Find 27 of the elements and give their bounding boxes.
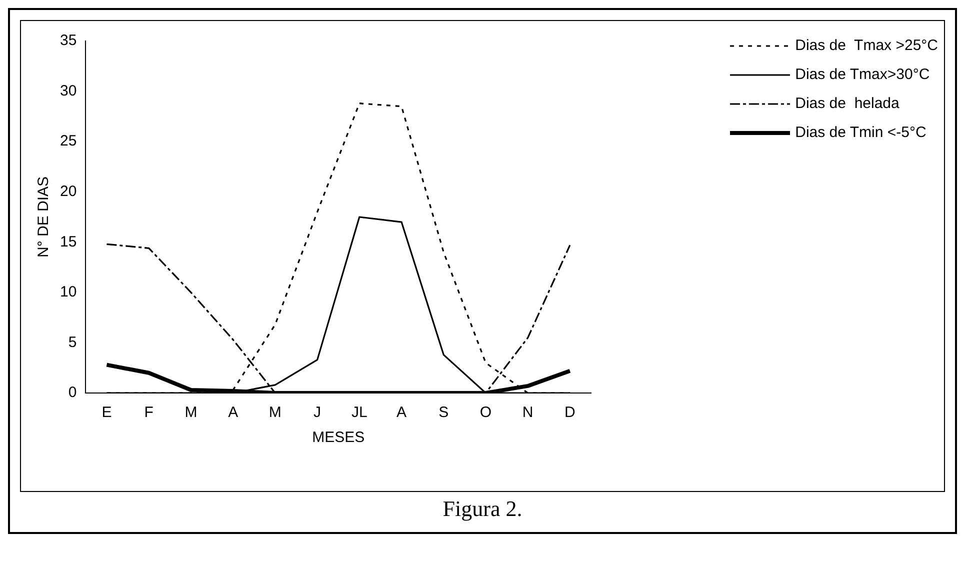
- y-tick-label: 35: [60, 32, 77, 50]
- x-tick-label: M: [268, 404, 282, 422]
- y-tick-label: 10: [60, 284, 77, 301]
- y-tick-label: 5: [68, 334, 77, 351]
- y-tick-label: 30: [60, 82, 77, 100]
- y-tick-label: 0: [68, 384, 77, 402]
- y-tick-label: 15: [60, 233, 77, 250]
- legend-label: Dias de Tmin <-5°C: [795, 124, 926, 141]
- x-axis-title: MESES: [312, 429, 365, 446]
- x-tick-label: D: [564, 404, 576, 422]
- x-tick-label: F: [144, 404, 154, 422]
- x-tick-label: A: [228, 404, 238, 422]
- x-tick-label: M: [184, 404, 198, 422]
- text: Figura 2.: [442, 495, 524, 523]
- y-axis-title: N° DE DIAS: [35, 176, 52, 258]
- legend-label: Dias de Tmax >25°C: [795, 37, 938, 54]
- x-tick-label: JL: [351, 404, 368, 422]
- x-tick-label: J: [314, 404, 322, 422]
- y-tick-label: 20: [60, 183, 77, 200]
- x-tick-label: E: [102, 404, 112, 422]
- legend-label: Dias de helada: [795, 95, 900, 112]
- y-tick-label: 25: [60, 132, 77, 150]
- x-tick-label: N: [522, 404, 534, 422]
- x-tick-label: S: [438, 404, 449, 422]
- x-tick-label: A: [396, 404, 407, 422]
- legend-label: Dias de Tmax>30°C: [795, 66, 930, 83]
- x-tick-label: O: [480, 404, 492, 422]
